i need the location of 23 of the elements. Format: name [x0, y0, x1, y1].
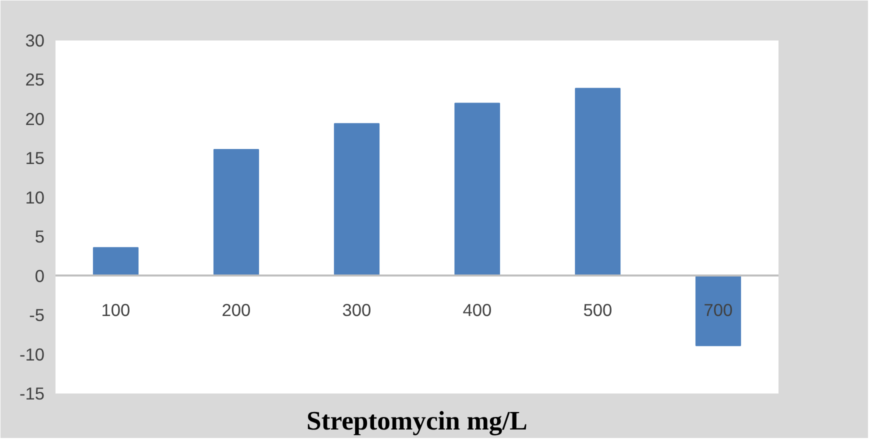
- bar: [574, 88, 621, 276]
- x-tick-label: 500: [583, 300, 612, 320]
- bar: [454, 102, 500, 276]
- x-tick-label: 700: [704, 300, 733, 320]
- y-tick-label: -5: [29, 305, 45, 326]
- y-tick-label: 15: [25, 148, 45, 168]
- bar: [92, 247, 139, 276]
- bar: [334, 123, 380, 276]
- y-tick-label: -10: [19, 344, 44, 364]
- x-tick-label: 300: [342, 300, 372, 320]
- bar: [695, 275, 742, 346]
- y-tick-label: 20: [25, 108, 45, 129]
- x-tick-label: 400: [462, 300, 492, 320]
- y-tick-label: -15: [19, 384, 44, 404]
- x-tick-label: 100: [101, 300, 130, 320]
- bar: [213, 149, 260, 276]
- y-tick-label: 5: [34, 226, 45, 247]
- y-tick-label: 30: [25, 30, 45, 50]
- y-tick-label: 0: [34, 266, 45, 286]
- x-tick-label: 200: [222, 300, 251, 320]
- x-axis-title: Streptomycin mg/L: [306, 406, 528, 436]
- y-tick-label: 25: [25, 70, 45, 90]
- y-tick-label: 10: [25, 187, 45, 208]
